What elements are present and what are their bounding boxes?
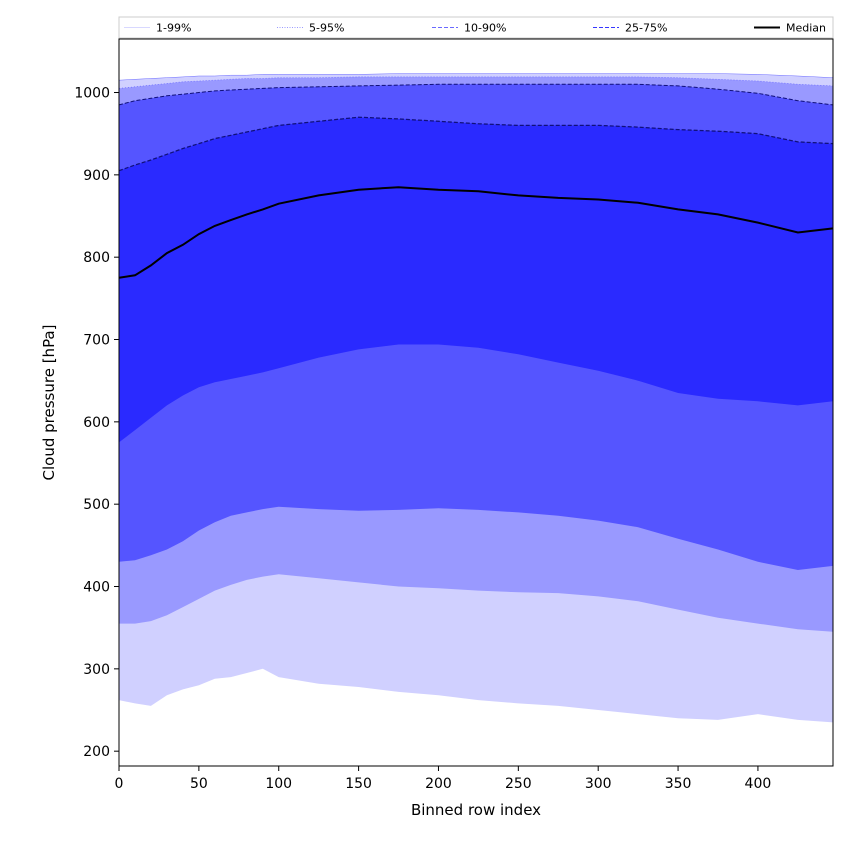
x-axis-label: Binned row index [411,801,541,819]
band-25-75% [119,117,833,443]
x-tick-label: 350 [665,776,692,792]
legend-label: 10-90% [464,22,506,35]
legend: 1-99% 5-95% 10-90% 25-75% Median [118,16,834,39]
y-axis-label: Cloud pressure [hPa] [40,325,58,481]
x-tick-label: 100 [265,776,292,792]
percentile-lines [118,73,834,279]
band-upper-5-95% [118,76,834,89]
x-tick-label: 0 [115,776,124,792]
x-tick-label: 50 [190,776,208,792]
legend-label: 1-99% [156,22,191,35]
x-tick-label: 250 [505,776,532,792]
plot-frame [118,38,834,767]
percentile-bands [119,73,833,723]
x-tick-label: 150 [345,776,372,792]
legend-label: Median [786,22,826,35]
y-tick-label: 400 [83,580,110,596]
legend-label: 25-75% [625,22,667,35]
x-axis: 0 50 100 150 200 250 300 350 400 [115,766,772,792]
y-tick-label: 1000 [74,86,110,102]
y-tick-label: 700 [83,333,110,349]
y-axis: 200 300 400 500 600 700 800 900 1000 [74,86,119,760]
y-tick-label: 600 [83,415,110,431]
x-tick-label: 300 [585,776,612,792]
median-line [118,186,834,279]
y-tick-label: 800 [83,250,110,266]
band-upper-25-75% [118,116,834,172]
band-upper-1-99% [118,73,834,81]
legend-box [118,16,834,39]
y-tick-label: 200 [83,744,110,760]
x-tick-label: 200 [425,776,452,792]
y-tick-label: 900 [83,168,110,184]
y-tick-label: 300 [83,662,110,678]
x-tick-label: 400 [745,776,772,792]
band-upper-10-90% [118,83,834,106]
legend-label: 5-95% [309,22,344,35]
y-tick-label: 500 [83,497,110,513]
